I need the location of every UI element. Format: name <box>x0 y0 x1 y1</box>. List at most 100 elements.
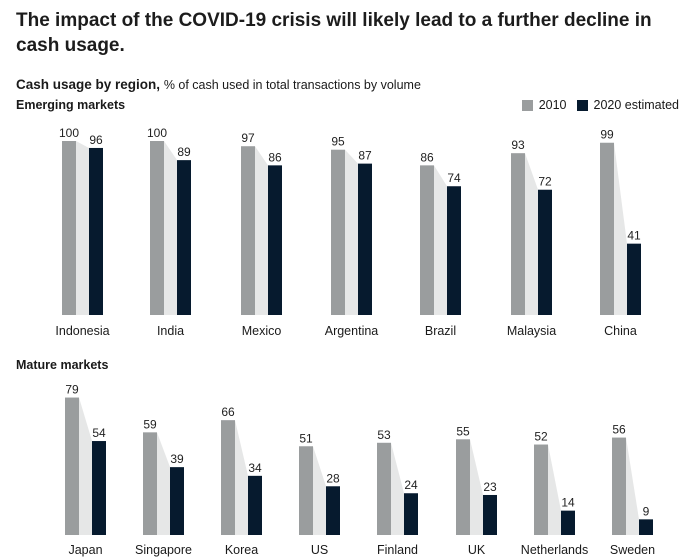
category-label-us: US <box>311 543 328 557</box>
bar-2020-netherlands <box>561 510 575 535</box>
legend-label-2020: 2020 estimated <box>593 98 679 112</box>
data-label-2020-us: 28 <box>326 471 340 485</box>
data-label-2020-brazil: 74 <box>447 171 461 185</box>
bar-2010-argentina <box>331 149 345 315</box>
data-label-2010-argentina: 95 <box>331 135 345 149</box>
connector-indonesia <box>76 141 89 315</box>
category-label-uk: UK <box>468 543 486 557</box>
data-label-2020-netherlands: 14 <box>561 496 575 510</box>
bar-2020-japan <box>92 441 106 535</box>
bar-2020-brazil <box>447 186 461 315</box>
bar-2010-indonesia <box>62 141 76 315</box>
data-label-2020-argentina: 87 <box>358 149 372 163</box>
bar-2010-china <box>600 142 614 315</box>
legend: 2010 2020 estimated <box>512 98 679 112</box>
subtitle-unit: % of cash used in total transactions by … <box>163 78 421 92</box>
data-label-2010-malaysia: 93 <box>511 138 525 152</box>
bar-2010-netherlands <box>534 444 548 535</box>
data-label-2010-korea: 66 <box>221 405 235 419</box>
bar-2020-indonesia <box>89 147 103 315</box>
legend-item-2020: 2020 estimated <box>576 98 679 112</box>
bar-2010-brazil <box>420 165 434 315</box>
data-label-2020-uk: 23 <box>483 480 497 494</box>
bar-2010-japan <box>65 397 79 535</box>
bar-2010-uk <box>456 439 470 535</box>
data-label-2010-japan: 79 <box>65 383 79 397</box>
connector-korea <box>235 420 248 535</box>
data-label-2010-mexico: 97 <box>241 131 255 145</box>
section-title-emerging: Emerging markets <box>16 98 126 112</box>
connector-japan <box>79 397 92 535</box>
data-label-2010-singapore: 59 <box>143 417 157 431</box>
data-label-2010-us: 51 <box>299 431 313 445</box>
data-label-2010-sweden: 56 <box>612 423 626 437</box>
data-label-2020-sweden: 9 <box>643 504 650 518</box>
bar-2020-singapore <box>170 467 184 535</box>
data-label-2020-mexico: 86 <box>268 150 282 164</box>
connector-china <box>614 142 627 315</box>
connector-malaysia <box>525 153 538 315</box>
bar-2010-sweden <box>612 437 626 535</box>
category-label-japan: Japan <box>68 543 102 557</box>
chart-emerging-markets: 100 96 Indonesia 100 89 India 97 86 Mexico 95 87 Ar… <box>55 126 641 338</box>
category-label-sweden: Sweden <box>610 543 655 557</box>
data-label-2010-uk: 55 <box>456 424 470 438</box>
connector-brazil <box>434 165 447 315</box>
category-label-indonesia: Indonesia <box>55 324 109 338</box>
bar-2010-mexico <box>241 146 255 315</box>
page-title: The impact of the COVID-19 crisis will l… <box>16 10 652 56</box>
bar-2010-korea <box>221 420 235 535</box>
data-label-2010-finland: 53 <box>377 428 391 442</box>
connector-sweden <box>626 437 639 535</box>
bar-2020-sweden <box>639 519 653 535</box>
bar-2010-malaysia <box>511 153 525 315</box>
data-label-2020-india: 89 <box>177 145 191 159</box>
category-label-mexico: Mexico <box>242 324 282 338</box>
data-label-2020-china: 41 <box>627 229 641 243</box>
connector-finland <box>391 442 404 535</box>
chart-mature-markets: 79 54 Japan 59 39 Singapore 66 34 Korea 51 28 US 53 2… <box>65 383 655 557</box>
connector-us <box>313 446 326 535</box>
connector-netherlands <box>548 444 561 535</box>
data-label-2020-indonesia: 96 <box>89 133 103 147</box>
data-label-2020-singapore: 39 <box>170 452 184 466</box>
legend-swatch-2010 <box>521 99 533 111</box>
bar-2020-argentina <box>358 163 372 315</box>
bar-2020-mexico <box>268 165 282 315</box>
bar-2020-malaysia <box>538 189 552 315</box>
category-label-finland: Finland <box>377 543 418 557</box>
connector-india <box>164 141 177 315</box>
category-label-india: India <box>157 324 184 338</box>
data-label-2020-japan: 54 <box>92 426 106 440</box>
bar-2020-finland <box>404 493 418 535</box>
legend-label-2010: 2010 <box>538 98 567 112</box>
chart-subtitle: Cash usage by region, % of cash used in … <box>16 77 421 92</box>
legend-swatch-2020 <box>576 99 588 111</box>
data-label-2020-korea: 34 <box>248 461 262 475</box>
connector-singapore <box>157 432 170 535</box>
connector-mexico <box>255 146 268 315</box>
bar-2010-india <box>150 141 164 315</box>
connector-argentina <box>345 149 358 315</box>
legend-item-2010: 2010 <box>521 98 567 112</box>
data-label-2010-china: 99 <box>600 128 614 142</box>
category-label-brazil: Brazil <box>425 324 456 338</box>
subtitle-strong: Cash usage by region, <box>16 77 161 92</box>
section-title-mature: Mature markets <box>16 358 109 372</box>
data-label-2010-indonesia: 100 <box>59 126 79 140</box>
bar-2020-china <box>627 243 641 315</box>
data-label-2020-finland: 24 <box>404 478 418 492</box>
bar-2010-singapore <box>143 432 157 535</box>
category-label-malaysia: Malaysia <box>507 324 556 338</box>
data-label-2020-malaysia: 72 <box>538 175 552 189</box>
category-label-netherlands: Netherlands <box>521 543 588 557</box>
bar-2020-uk <box>483 494 497 535</box>
data-label-2010-netherlands: 52 <box>534 430 548 444</box>
category-label-singapore: Singapore <box>135 543 192 557</box>
category-label-argentina: Argentina <box>325 324 379 338</box>
category-label-korea: Korea <box>225 543 258 557</box>
bar-2020-us <box>326 486 340 535</box>
data-label-2010-brazil: 86 <box>420 150 434 164</box>
connector-uk <box>470 439 483 535</box>
category-label-china: China <box>604 324 637 338</box>
